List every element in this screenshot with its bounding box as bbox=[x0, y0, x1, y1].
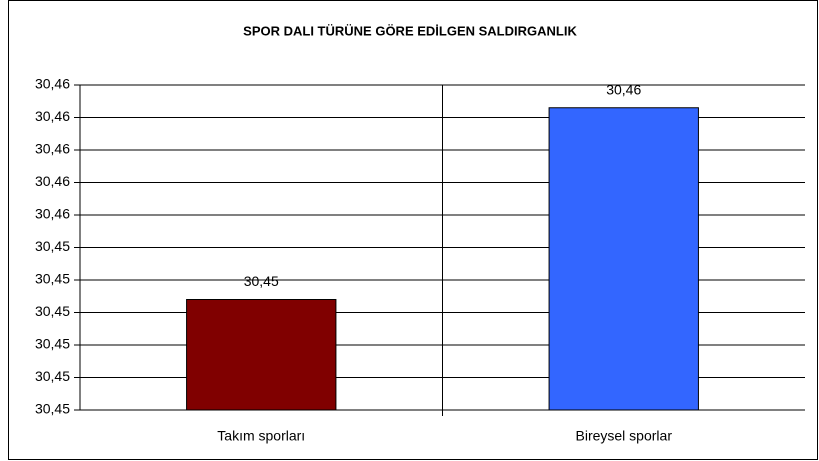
bar bbox=[186, 299, 337, 411]
y-tick-label: 30,45 bbox=[35, 271, 70, 287]
value-label: 30,45 bbox=[244, 273, 279, 289]
chart-title: SPOR DALI TÜRÜNE GÖRE EDİLGEN SALDIRGANL… bbox=[243, 23, 577, 38]
y-tick-label: 30,45 bbox=[35, 336, 70, 352]
bar bbox=[548, 107, 699, 411]
y-tick-label: 30,46 bbox=[35, 206, 70, 222]
y-tick-label: 30,45 bbox=[35, 303, 70, 319]
y-tick-label: 30,45 bbox=[35, 368, 70, 384]
x-tick-label: Takım sporları bbox=[217, 428, 305, 444]
value-label: 30,46 bbox=[606, 81, 641, 97]
y-tick-label: 30,46 bbox=[35, 76, 70, 92]
x-tick-label: Bireysel sporlar bbox=[576, 428, 673, 444]
y-tick-label: 30,45 bbox=[35, 238, 70, 254]
y-tick-label: 30,45 bbox=[35, 401, 70, 417]
y-tick-label: 30,46 bbox=[35, 173, 70, 189]
y-tick-label: 30,46 bbox=[35, 108, 70, 124]
y-tick-label: 30,46 bbox=[35, 141, 70, 157]
